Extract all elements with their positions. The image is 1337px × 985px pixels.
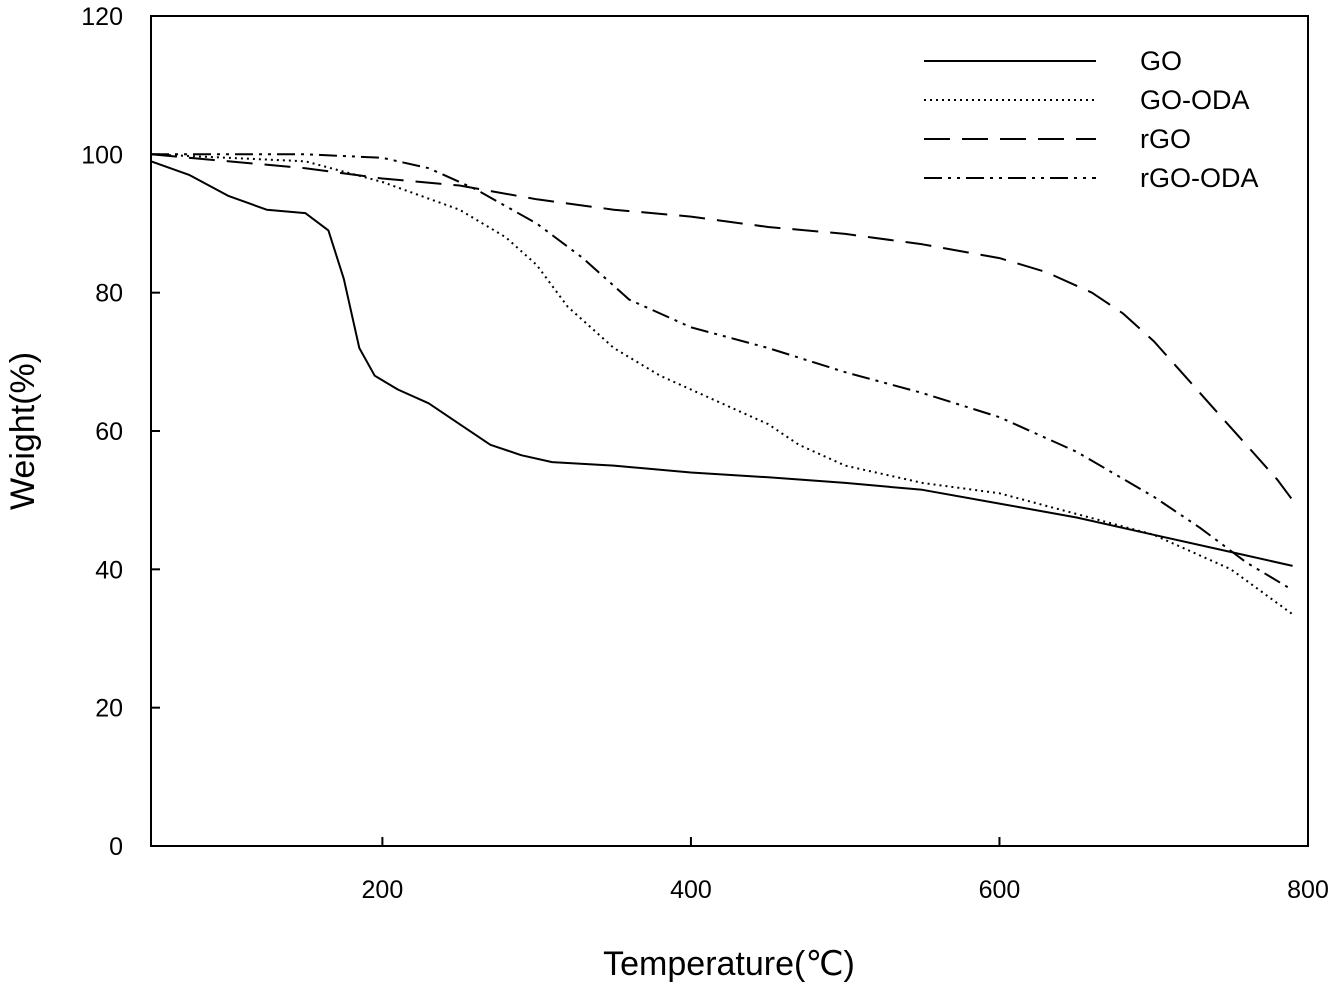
y-tick-label: 80 — [95, 280, 123, 308]
y-axis-title: Weight(%) — [4, 352, 42, 510]
x-tick-label: 200 — [362, 876, 404, 904]
legend-label-go: GO — [1140, 46, 1182, 76]
y-tick-label: 20 — [95, 695, 123, 723]
x-axis: 200 400 600 800 — [362, 837, 1329, 904]
x-axis-title: Temperature(℃) — [603, 945, 855, 983]
plot-frame — [150, 15, 1309, 847]
y-axis: 0 20 40 60 80 100 120 — [81, 3, 160, 861]
legend-label-rgo: rGO — [1140, 124, 1191, 154]
y-tick-label: 100 — [81, 141, 123, 169]
x-tick-label: 400 — [670, 876, 712, 904]
series-line-go-oda — [150, 153, 1294, 616]
x-tick-label: 600 — [979, 876, 1021, 904]
y-tick-label: 0 — [109, 833, 123, 861]
y-tick-label: 60 — [95, 418, 123, 446]
legend-label-go-oda: GO-ODA — [1140, 85, 1250, 115]
series-layer — [150, 153, 1294, 616]
series-line-rgo — [150, 153, 1294, 501]
legend-label-rgo-oda: rGO-ODA — [1140, 163, 1259, 193]
x-tick-label: 800 — [1287, 876, 1329, 904]
y-tick-label: 120 — [81, 3, 123, 31]
y-tick-label: 40 — [95, 556, 123, 584]
legend: GO GO-ODA rGO rGO-ODA — [924, 46, 1259, 193]
series-line-go — [150, 160, 1293, 567]
series-line-rgo-oda — [151, 153, 1294, 591]
